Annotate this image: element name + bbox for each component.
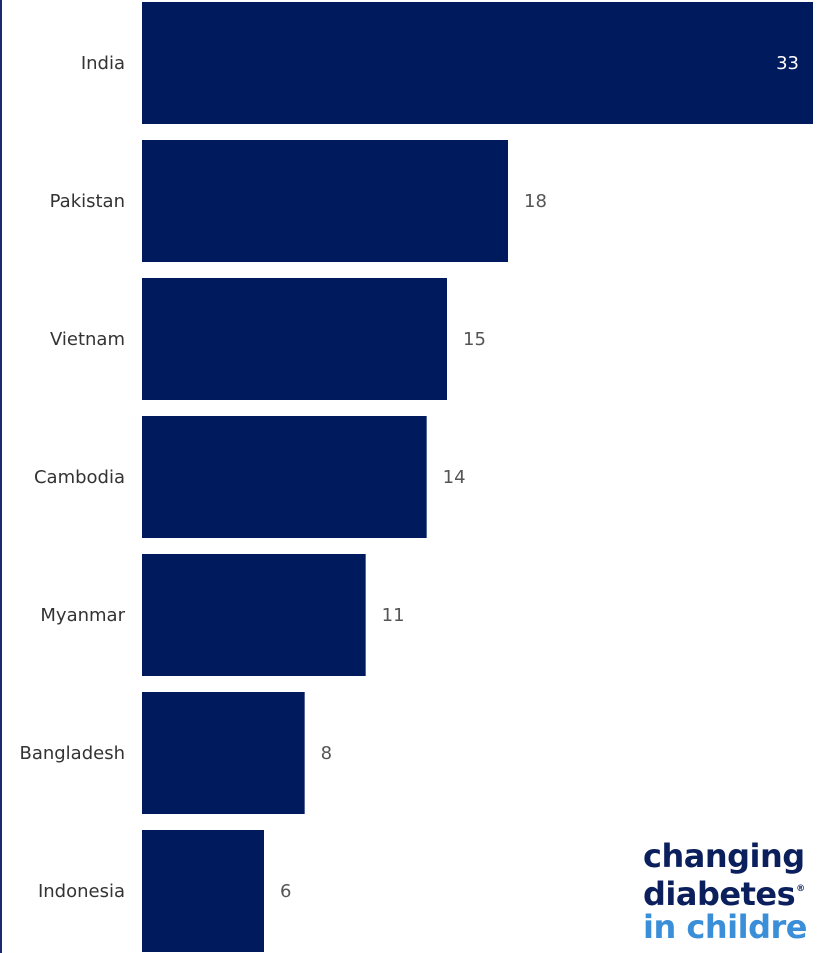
category-label-indonesia: Indonesia bbox=[38, 881, 125, 902]
value-label-indonesia: 6 bbox=[280, 881, 291, 902]
bar-pakistan bbox=[142, 140, 508, 262]
logo-line-1: changing bbox=[643, 837, 805, 875]
logo-line-2: diabetes® bbox=[643, 873, 807, 911]
logo-line-3: in childre bbox=[643, 908, 807, 946]
bar-myanmar bbox=[142, 554, 366, 676]
category-label-bangladesh: Bangladesh bbox=[19, 743, 125, 764]
category-label-pakistan: Pakistan bbox=[50, 191, 125, 212]
bar-india bbox=[142, 2, 813, 124]
bar-indonesia bbox=[142, 830, 264, 952]
value-label-cambodia: 14 bbox=[443, 467, 466, 488]
category-label-india: India bbox=[81, 53, 125, 74]
bars-layer: India 33 Pakistan 18 Vietnam 15 Cambodia 14 Myan… bbox=[19, 2, 813, 952]
logo-line-2-text: diabetes bbox=[643, 875, 796, 913]
bar-vietnam bbox=[142, 278, 447, 400]
bar-cambodia bbox=[142, 416, 427, 538]
category-label-myanmar: Myanmar bbox=[40, 605, 125, 626]
bar-bangladesh bbox=[142, 692, 305, 814]
changing-diabetes-logo: changing diabetes® in childre bbox=[643, 840, 807, 944]
registered-mark: ® bbox=[796, 884, 805, 894]
value-label-pakistan: 18 bbox=[524, 191, 547, 212]
category-label-vietnam: Vietnam bbox=[50, 329, 125, 350]
value-label-bangladesh: 8 bbox=[321, 743, 332, 764]
category-label-cambodia: Cambodia bbox=[34, 467, 125, 488]
value-label-vietnam: 15 bbox=[463, 329, 486, 350]
value-label-india: 33 bbox=[776, 53, 799, 74]
value-label-myanmar: 11 bbox=[382, 605, 405, 626]
